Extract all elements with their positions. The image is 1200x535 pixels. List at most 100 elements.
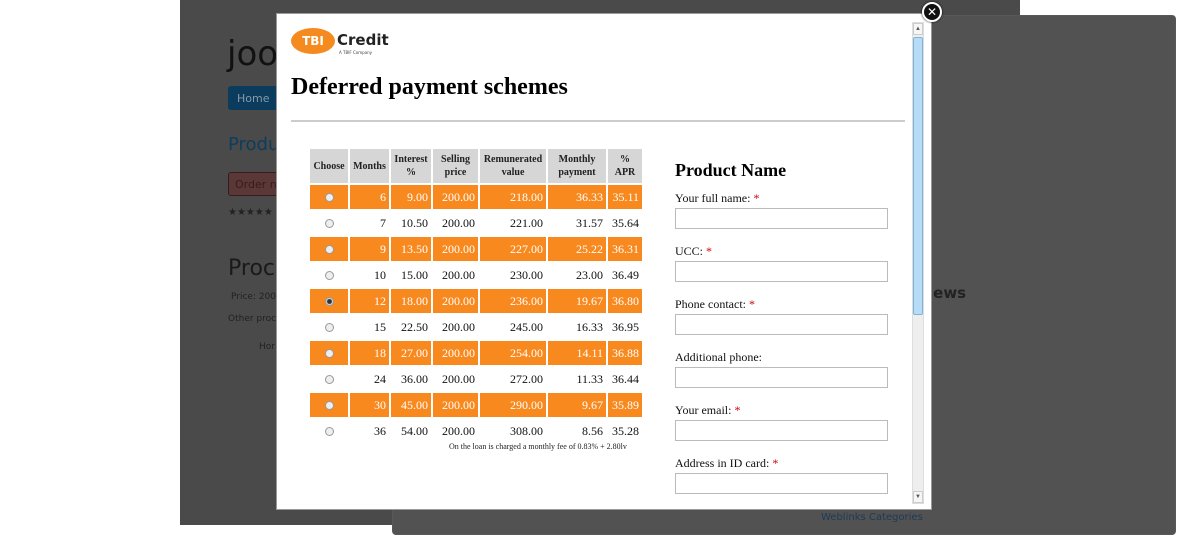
field-label: Your full name: *: [675, 191, 888, 208]
form-input[interactable]: [675, 314, 888, 335]
fee-note: On the loan is charged a monthly fee of …: [449, 442, 627, 451]
price-cell: 200.00: [433, 237, 478, 261]
price-cell: 200.00: [442, 267, 475, 282]
field-label: Additional phone:: [675, 350, 888, 367]
close-icon[interactable]: ✕: [922, 2, 942, 22]
required-marker: *: [769, 456, 779, 470]
price-cell: 200.00: [442, 371, 475, 386]
interest-cell: 54.00: [401, 423, 428, 438]
scheme-radio[interactable]: [324, 349, 334, 359]
form-input[interactable]: [675, 261, 888, 282]
table-row: 7 10.50 200.00 221.00 31.57 35.64: [310, 211, 642, 235]
required-marker: *: [745, 297, 755, 311]
order-form: Product Name Your full name: * UCC: * Phon…: [675, 160, 888, 509]
apr-cell: 36.80: [608, 289, 642, 313]
monthly-cell: 16.33: [576, 319, 603, 334]
choose-cell: [310, 367, 348, 391]
table-row: 10 15.00 200.00 230.00 23.00 36.49: [310, 263, 642, 287]
interest-cell: 15.00: [401, 267, 428, 282]
monthly-cell: 8.56: [582, 423, 603, 438]
scroll-down-icon[interactable]: ▼: [913, 491, 923, 503]
apr-cell: 35.89: [608, 393, 642, 417]
monthly-cell: 14.11: [548, 341, 606, 365]
scheme-radio[interactable]: [324, 375, 334, 385]
scheme-radio[interactable]: [324, 297, 334, 307]
scheme-radio[interactable]: [324, 271, 334, 281]
apr-cell: 36.88: [608, 341, 642, 365]
required-marker: *: [703, 244, 713, 258]
column-header: Monthly payment: [548, 149, 606, 183]
table-row: 24 36.00 200.00 272.00 11.33 36.44: [310, 367, 642, 391]
months-cell: 18: [350, 341, 389, 365]
field-label: Your email: *: [675, 403, 888, 420]
monthly-cell: 25.22: [548, 237, 606, 261]
rating-stars: ★★★★★: [228, 207, 273, 218]
monthly-cell: 31.57: [576, 215, 603, 230]
price-cell: 200.00: [442, 319, 475, 334]
table-row: 12 18.00 200.00 236.00 19.67 36.80: [310, 289, 642, 313]
scheme-radio[interactable]: [324, 193, 334, 203]
months-cell: 7: [380, 215, 386, 230]
scheme-radio[interactable]: [324, 401, 334, 411]
choose-cell: [310, 341, 348, 365]
payment-modal: TBI Credit A TBIF Company Deferred payme…: [276, 13, 932, 510]
table-row: 30 45.00 200.00 290.00 9.67 35.89: [310, 393, 642, 417]
required-marker: *: [750, 191, 760, 205]
value-cell: 236.00: [480, 289, 546, 313]
scroll-up-icon[interactable]: ▲: [913, 23, 923, 35]
scrollbar[interactable]: ▲ ▼: [912, 22, 924, 504]
field-label-text: Your email:: [675, 403, 732, 417]
value-cell: 290.00: [480, 393, 546, 417]
months-cell: 12: [350, 289, 389, 313]
monthly-cell: 11.33: [576, 371, 603, 386]
apr-cell: 36.49: [612, 267, 639, 282]
value-cell: 272.00: [510, 371, 543, 386]
months-cell: 36: [374, 423, 386, 438]
interest-cell: 18.00: [391, 289, 431, 313]
form-input[interactable]: [675, 208, 888, 229]
choose-cell: [310, 419, 348, 443]
choose-cell: [310, 315, 348, 339]
column-header: Remunerated value: [480, 149, 546, 183]
scheme-radio[interactable]: [324, 245, 334, 255]
form-input[interactable]: [675, 420, 888, 441]
apr-cell: 35.28: [612, 423, 639, 438]
months-cell: 9: [350, 237, 389, 261]
value-cell: 230.00: [510, 267, 543, 282]
form-input[interactable]: [675, 473, 888, 494]
apr-cell: 36.95: [612, 319, 639, 334]
other-products: Other proc: [228, 314, 277, 324]
interest-cell: 9.00: [391, 185, 431, 209]
reviews-heading: iews: [928, 284, 967, 302]
scheme-radio[interactable]: [324, 323, 334, 333]
value-cell: 308.00: [510, 423, 543, 438]
logo-tagline: A TBIF Company: [339, 50, 372, 55]
price-text: Price: 200: [231, 292, 277, 302]
home-tab[interactable]: Hor: [259, 342, 275, 352]
field-label-text: Additional phone:: [675, 350, 762, 364]
product-heading: Produ: [228, 134, 280, 155]
logo-name: Credit: [337, 31, 389, 49]
table-row: 36 54.00 200.00 308.00 8.56 35.28: [310, 419, 642, 443]
interest-cell: 36.00: [401, 371, 428, 386]
choose-cell: [310, 237, 348, 261]
months-cell: 6: [350, 185, 389, 209]
field-label: Phone contact: *: [675, 297, 888, 314]
column-header: % APR: [608, 149, 642, 183]
tbi-credit-logo: TBI Credit A TBIF Company: [291, 28, 389, 55]
field-label-text: Address in ID card:: [675, 456, 770, 470]
weblinks-link[interactable]: Weblinks Categories: [821, 512, 923, 523]
modal-title: Deferred payment schemes: [291, 74, 568, 100]
table-row: 18 27.00 200.00 254.00 14.11 36.88: [310, 341, 642, 365]
value-cell: 221.00: [510, 215, 543, 230]
scheme-radio[interactable]: [324, 219, 334, 229]
payment-schemes-table: Choose Months Interest % Selling price Remun…: [308, 147, 644, 445]
choose-cell: [310, 185, 348, 209]
monthly-cell: 9.67: [548, 393, 606, 417]
scrollbar-thumb[interactable]: [913, 37, 923, 315]
table-row: 6 9.00 200.00 218.00 36.33 35.11: [310, 185, 642, 209]
apr-cell: 35.11: [608, 185, 642, 209]
scheme-radio[interactable]: [324, 427, 334, 437]
field-label-text: Phone contact:: [675, 297, 746, 311]
form-input[interactable]: [675, 367, 888, 388]
